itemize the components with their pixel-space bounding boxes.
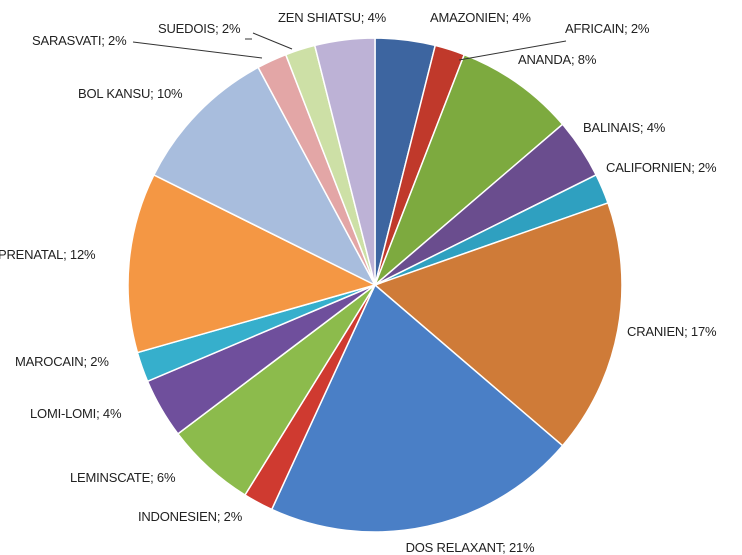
slice-ananda [374, 53, 564, 286]
slice-label-amazonien: AMAZONIEN; 4% [430, 10, 531, 25]
slice-label-dos-relaxant: DOS RELAXANT; 21% [406, 540, 535, 555]
leader-line-sarasvati [132, 41, 263, 59]
leader-line-suedois [252, 32, 293, 50]
slice-dos-relaxant [270, 283, 564, 533]
slice-label-californien: CALIFORNIEN; 2% [606, 160, 717, 175]
leader-line-africain [458, 40, 567, 61]
slice-label-leminscate: LEMINSCATE; 6% [70, 470, 176, 485]
slice-label-zen-shiatsu: ZEN SHIATSU; 4% [278, 10, 387, 25]
pie-slices [127, 37, 623, 533]
slice-label-suedois: SUEDOIS; 2% [158, 21, 241, 36]
slice-labels: AMAZONIEN; 4% AFRICAIN; 2% ANANDA; 8% BALIN… [0, 10, 717, 555]
slice-label-bol-kansu: BOL KANSU; 10% [78, 86, 183, 101]
slice-label-africain: AFRICAIN; 2% [565, 21, 650, 36]
slice-label-marocain: MAROCAIN; 2% [15, 354, 109, 369]
slice-label-balinais: BALINAIS; 4% [583, 120, 666, 135]
slice-zen-shiatsu [313, 37, 376, 286]
leader-lines [132, 32, 567, 61]
slice-label-cranien: CRANIEN; 17% [627, 324, 717, 339]
slice-label-prenatal: PRENATAL; 12% [0, 247, 96, 262]
slice-label-lomi-lomi: LOMI-LOMI; 4% [30, 406, 122, 421]
slice-label-ananda: ANANDA; 8% [518, 52, 597, 67]
slice-bol-kansu [152, 66, 377, 287]
slice-cranien [373, 201, 623, 447]
slice-prenatal [127, 173, 378, 354]
slice-label-sarasvati: SARASVATI; 2% [32, 33, 127, 48]
slice-label-indonesien: INDONESIEN; 2% [138, 509, 243, 524]
